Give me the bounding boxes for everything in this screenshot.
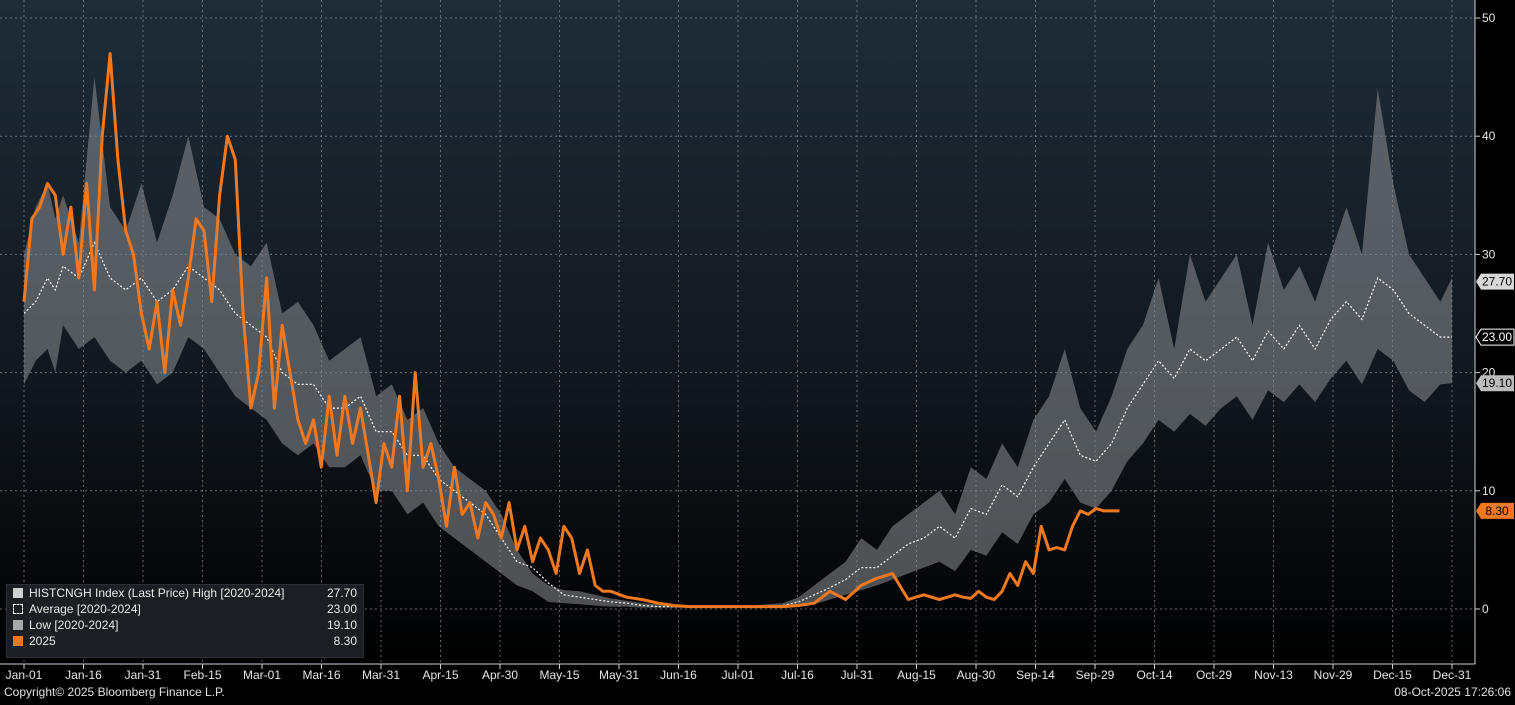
x-tick-label: Jan-16: [65, 668, 102, 682]
last-value-tag-low: 19.10: [1476, 375, 1514, 392]
grid-lines: [0, 0, 1475, 664]
last-value-tag-high-box: [1476, 273, 1514, 290]
last-value-tag-2025-text: 8.30: [1485, 504, 1509, 518]
x-tick-label: Mar-16: [302, 668, 340, 682]
legend-item-high: HISTCNGH Index (Last Price) High [2020-2…: [7, 585, 363, 601]
x-tick-label: May-31: [599, 668, 639, 682]
last-value-tag-2025-box: [1476, 502, 1514, 519]
legend-label-low: Low [2020-2024]: [29, 618, 119, 632]
x-tick-label: Nov-13: [1254, 668, 1293, 682]
x-tick-label: Jan-31: [125, 668, 162, 682]
x-tick-label: Dec-31: [1433, 668, 1472, 682]
last-value-tag-2025: 8.30: [1476, 502, 1514, 519]
y-tick-label: 0: [1482, 602, 1489, 616]
legend-label-average: Average [2020-2024]: [29, 602, 141, 616]
y-tick-label: 40: [1482, 129, 1496, 143]
series-lines: [22, 52, 1452, 609]
x-tick-label: Nov-29: [1314, 668, 1353, 682]
x-tick-label: Mar-31: [362, 668, 400, 682]
x-axis: Jan-01 Jan-16 Jan-31 Feb-15 Mar-01 Mar-16 Mar-…: [0, 663, 1475, 682]
x-tick-label: Jul-01: [722, 668, 755, 682]
x-tick-label: Jul-31: [841, 668, 874, 682]
x-tick-label: Apr-15: [422, 668, 458, 682]
x-tick-label: Apr-30: [482, 668, 518, 682]
y-tick-label: 50: [1482, 11, 1496, 25]
x-tick-label: Jul-16: [781, 668, 814, 682]
x-tick-label: May-15: [539, 668, 579, 682]
legend-value-high: 27.70: [326, 586, 357, 600]
x-tick-label: Jun-16: [660, 668, 697, 682]
legend-item-low: Low [2020-2024] 19.10: [7, 617, 363, 633]
legend: HISTCNGH Index (Last Price) High [2020-2…: [6, 584, 364, 658]
y-tick-label: 10: [1482, 484, 1496, 498]
last-value-tags: 27.70 23.00 19.10 8.30: [1475, 273, 1515, 519]
last-value-tag-average-box: [1475, 328, 1515, 346]
timestamp-text: 08-Oct-2025 17:26:06: [1394, 685, 1511, 699]
x-tick-label: Aug-15: [897, 668, 936, 682]
x-tick-label: Dec-15: [1373, 668, 1412, 682]
legend-item-2025: 2025 8.30: [7, 633, 363, 649]
x-tick-label: Sep-14: [1016, 668, 1055, 682]
last-value-tag-high: 27.70: [1476, 273, 1514, 290]
series-2025-line: [22, 52, 1120, 609]
legend-label-high: HISTCNGH Index (Last Price) High [2020-2…: [29, 586, 285, 600]
legend-value-2025: 8.30: [333, 634, 357, 648]
legend-swatch-low: [13, 620, 23, 630]
x-tick-label: Aug-30: [957, 668, 996, 682]
y-tick-label: 30: [1482, 247, 1496, 261]
x-tick-label: Oct-29: [1196, 668, 1232, 682]
legend-swatch-high: [13, 588, 23, 598]
legend-swatch-2025: [13, 636, 23, 646]
legend-item-average: Average [2020-2024] 23.00: [7, 601, 363, 617]
x-tick-label: Feb-15: [183, 668, 221, 682]
legend-label-2025: 2025: [29, 634, 56, 648]
last-value-tag-average: 23.00: [1475, 328, 1515, 346]
x-tick-label: Mar-01: [243, 668, 281, 682]
legend-value-average: 23.00: [326, 602, 357, 616]
last-value-tag-low-text: 19.10: [1482, 376, 1512, 390]
legend-swatch-average: [13, 604, 23, 614]
legend-value-low: 19.10: [326, 618, 357, 632]
last-value-tag-average-text: 23.00: [1482, 330, 1512, 344]
last-value-tag-low-box: [1476, 375, 1514, 392]
last-value-tag-high-text: 27.70: [1482, 275, 1512, 289]
x-tick-label: Jan-01: [6, 668, 43, 682]
x-tick-label: Oct-14: [1136, 668, 1172, 682]
copyright-text: Copyright© 2025 Bloomberg Finance L.P.: [4, 685, 225, 699]
x-tick-label: Sep-29: [1076, 668, 1115, 682]
